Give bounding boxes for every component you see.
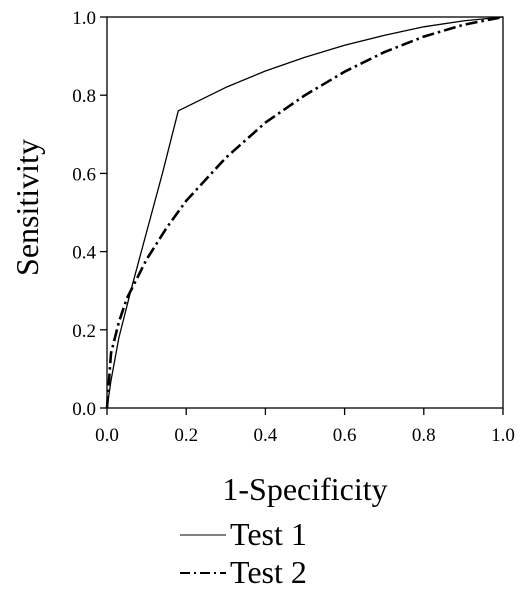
- y-tick-label: 0.2: [72, 321, 96, 342]
- x-tick-label: 0.8: [412, 425, 436, 446]
- legend-label-test-2: Test 2: [230, 554, 307, 590]
- y-tick-label: 0.6: [72, 164, 96, 185]
- y-tick-label: 0.0: [72, 399, 96, 420]
- plot-series: [105, 15, 504, 409]
- x-tick-label: 0.4: [254, 425, 278, 446]
- plot-frame: [106, 16, 504, 409]
- x-tick-label: 0.6: [333, 425, 357, 446]
- x-axis-title: 1-Specificity: [222, 471, 387, 507]
- y-axis-title: Sensitivity: [9, 139, 45, 276]
- x-tick-label: 0.0: [95, 425, 119, 446]
- series-line-test-2: [105, 15, 504, 409]
- x-tick-label: 0.2: [174, 425, 198, 446]
- plot-axes: 0.0 0.2 0.4 0.6 0.8 1.0 0.0 0.2 0.4 0.6 0.8 1.0: [72, 8, 515, 446]
- y-tick-label: 1.0: [72, 8, 96, 29]
- x-tick-label: 1.0: [491, 425, 515, 446]
- legend-label-test-1: Test 1: [230, 516, 307, 552]
- y-tick-label: 0.4: [72, 243, 96, 264]
- y-tick-label: 0.8: [72, 86, 96, 107]
- series-line-test-1: [106, 16, 504, 409]
